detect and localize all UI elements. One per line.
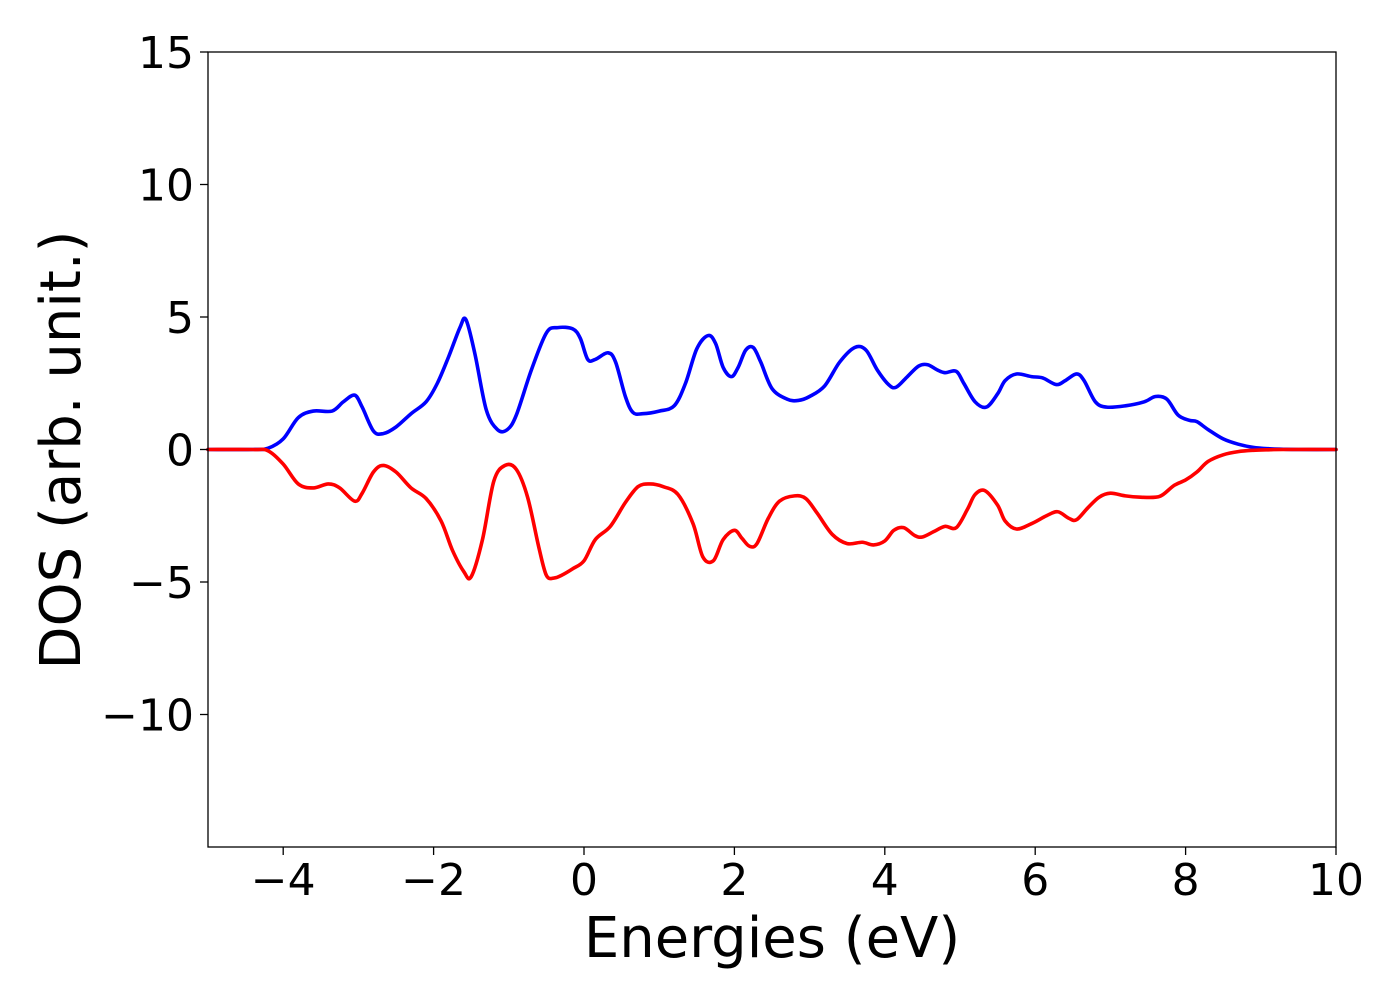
y-tick-label: 10 [138, 161, 194, 212]
x-tick-label: 4 [871, 855, 899, 906]
series-layer [206, 316, 1338, 581]
plot-frame [207, 51, 1337, 848]
y-tick-label: −5 [129, 558, 194, 609]
y-axis-label: DOS (arb. unit.) [29, 230, 94, 669]
x-tick-label: −2 [401, 855, 466, 906]
tick-layer: −4 −2 0 2 4 6 8 10 −10 −5 0 5 10 15 [101, 28, 1364, 906]
series-line-0 [206, 316, 1338, 452]
y-tick-label: 0 [166, 426, 194, 477]
x-tick-label: −4 [251, 855, 316, 906]
x-tick-label: 10 [1308, 855, 1364, 906]
y-tick-label: 5 [166, 293, 194, 344]
y-tick-label: 15 [138, 28, 194, 79]
x-tick-label: 6 [1021, 855, 1049, 906]
y-tick-label: −10 [101, 691, 194, 742]
x-tick-label: 2 [720, 855, 748, 906]
x-axis-label: Energies (eV) [584, 906, 960, 971]
x-tick-label: 0 [570, 855, 598, 906]
series-line-1 [206, 447, 1338, 581]
x-tick-label: 8 [1172, 855, 1200, 906]
